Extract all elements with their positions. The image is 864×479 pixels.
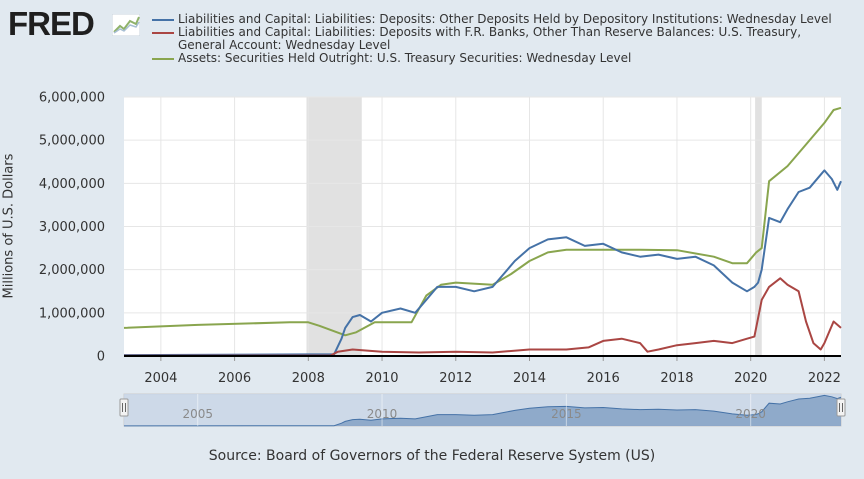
navigator-handle-left[interactable] xyxy=(119,398,129,417)
navigator-tick-label: 2010 xyxy=(367,407,398,421)
legend-label-deposits: Liabilities and Capital: Liabilities: De… xyxy=(178,12,832,26)
x-tick-label: 2008 xyxy=(292,371,325,386)
x-tick-label: 2014 xyxy=(513,371,546,386)
x-axis-ticks: 2004 2006 2008 2010 2012 2014 2016 2018 2020 2022 xyxy=(144,356,841,386)
fred-logo[interactable]: FRED xyxy=(8,6,148,42)
series-lines xyxy=(123,106,842,357)
y-tick-label: 0 xyxy=(97,350,105,365)
chart-legend: Liabilities and Capital: Liabilities: De… xyxy=(152,13,852,65)
series-line-0 xyxy=(123,169,842,357)
legend-label-treasury-securities: Assets: Securities Held Outright: U.S. T… xyxy=(178,51,632,65)
y-tick-label: 2,000,000 xyxy=(39,263,105,278)
navigator-series-area xyxy=(124,395,841,426)
navigator-handle-body xyxy=(836,398,846,417)
navigator-handle-right[interactable] xyxy=(836,398,846,417)
legend-label-treasury-account: Liabilities and Capital: Liabilities: De… xyxy=(178,25,802,52)
x-tick-label: 2016 xyxy=(587,371,620,386)
y-tick-label: 1,000,000 xyxy=(39,306,105,321)
navigator-tick-label: 2020 xyxy=(735,407,766,421)
x-tick-label: 2020 xyxy=(734,371,767,386)
x-tick-label: 2006 xyxy=(218,371,251,386)
y-axis-ticks: 0 1,000,000 2,000,000 3,000,000 4,000,000 5,0… xyxy=(39,91,105,365)
legend-swatch-treasury-securities xyxy=(152,58,174,60)
fred-logo-text: FRED xyxy=(8,5,95,42)
y-tick-label: 3,000,000 xyxy=(39,220,105,235)
x-tick-label: 2012 xyxy=(439,371,472,386)
navigator-handle-body xyxy=(119,398,129,417)
series-line-1 xyxy=(123,277,842,357)
x-tick-label: 2004 xyxy=(144,371,177,386)
legend-swatch-treasury-account xyxy=(152,32,174,34)
navigator-ticks: 2005 2010 2015 2020 xyxy=(182,394,766,426)
series-line-2 xyxy=(123,106,842,337)
navigator-selection[interactable] xyxy=(124,394,841,426)
range-navigator[interactable]: 2005 2010 2015 2020 xyxy=(119,393,846,427)
x-tick-label: 2010 xyxy=(365,371,398,386)
navigator-tick-label: 2005 xyxy=(182,407,213,421)
source-note: Source: Board of Governors of the Federa… xyxy=(208,448,656,464)
x-tick-label: 2018 xyxy=(660,371,693,386)
legend-swatch-deposits xyxy=(152,19,174,21)
legend-item-treasury-account[interactable]: Liabilities and Capital: Liabilities: De… xyxy=(152,26,852,52)
y-tick-label: 6,000,000 xyxy=(39,91,105,106)
navigator-tick-label: 2015 xyxy=(551,407,582,421)
y-tick-label: 4,000,000 xyxy=(39,177,105,192)
x-tick-label: 2022 xyxy=(808,371,841,386)
y-tick-label: 5,000,000 xyxy=(39,134,105,149)
legend-item-treasury-securities[interactable]: Assets: Securities Held Outright: U.S. T… xyxy=(152,52,852,65)
legend-item-deposits[interactable]: Liabilities and Capital: Liabilities: De… xyxy=(152,13,852,26)
fred-line-chart-icon xyxy=(112,14,140,36)
